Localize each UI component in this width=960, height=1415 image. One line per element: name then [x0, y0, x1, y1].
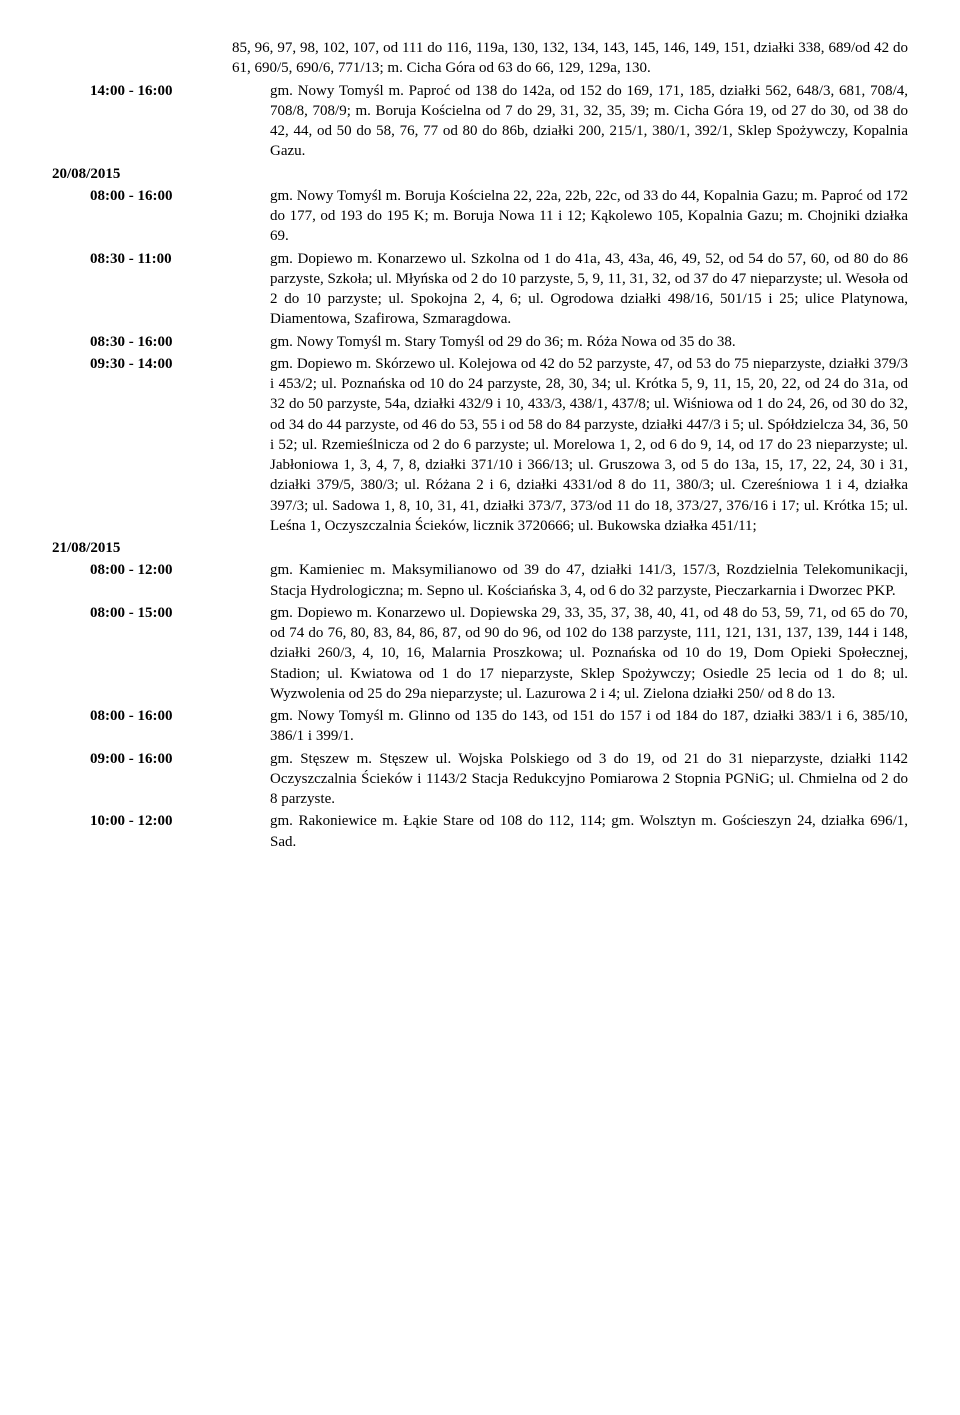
time-range: 09:30 - 14:00: [52, 354, 270, 374]
time-range: 14:00 - 16:00: [52, 81, 270, 101]
schedule-entry: 08:00 - 16:00gm. Nowy Tomyśl m. Boruja K…: [52, 186, 908, 247]
time-range: 08:00 - 16:00: [52, 706, 270, 726]
time-range: 08:00 - 15:00: [52, 603, 270, 623]
entry-text: gm. Stęszew m. Stęszew ul. Wojska Polski…: [270, 749, 908, 810]
schedule-document: 85, 96, 97, 98, 102, 107, od 111 do 116,…: [52, 38, 908, 852]
schedule-entry: 14:00 - 16:00gm. Nowy Tomyśl m. Paproć o…: [52, 81, 908, 162]
entry-text: gm. Dopiewo m. Konarzewo ul. Szkolna od …: [270, 249, 908, 330]
time-range: 08:00 - 16:00: [52, 186, 270, 206]
schedule-entry: 08:00 - 16:00gm. Nowy Tomyśl m. Glinno o…: [52, 706, 908, 747]
entry-text: gm. Nowy Tomyśl m. Stary Tomyśl od 29 do…: [270, 332, 908, 352]
entry-text: gm. Kamieniec m. Maksymilianowo od 39 do…: [270, 560, 908, 601]
entry-text: gm. Dopiewo m. Skórzewo ul. Kolejowa od …: [270, 354, 908, 536]
schedule-entry: 08:00 - 15:00gm. Dopiewo m. Konarzewo ul…: [52, 603, 908, 704]
schedule-entry: 08:30 - 11:00gm. Dopiewo m. Konarzewo ul…: [52, 249, 908, 330]
schedule-entry: 08:00 - 12:00gm. Kamieniec m. Maksymilia…: [52, 560, 908, 601]
date-heading: 20/08/2015: [52, 164, 908, 184]
entry-text: gm. Nowy Tomyśl m. Glinno od 135 do 143,…: [270, 706, 908, 747]
time-range: 08:30 - 16:00: [52, 332, 270, 352]
time-range: 08:00 - 12:00: [52, 560, 270, 580]
entry-text: gm. Dopiewo m. Konarzewo ul. Dopiewska 2…: [270, 603, 908, 704]
continuation-text: 85, 96, 97, 98, 102, 107, od 111 do 116,…: [232, 38, 908, 79]
time-range: 10:00 - 12:00: [52, 811, 270, 831]
time-range: 08:30 - 11:00: [52, 249, 270, 269]
time-range: 09:00 - 16:00: [52, 749, 270, 769]
entry-text: gm. Rakoniewice m. Łąkie Stare od 108 do…: [270, 811, 908, 852]
entry-text: gm. Nowy Tomyśl m. Paproć od 138 do 142a…: [270, 81, 908, 162]
entry-text: gm. Nowy Tomyśl m. Boruja Kościelna 22, …: [270, 186, 908, 247]
schedule-entry: 09:00 - 16:00gm. Stęszew m. Stęszew ul. …: [52, 749, 908, 810]
schedule-entry: 08:30 - 16:00gm. Nowy Tomyśl m. Stary To…: [52, 332, 908, 352]
schedule-entry: 10:00 - 12:00gm. Rakoniewice m. Łąkie St…: [52, 811, 908, 852]
schedule-entry: 09:30 - 14:00gm. Dopiewo m. Skórzewo ul.…: [52, 354, 908, 536]
date-heading: 21/08/2015: [52, 538, 908, 558]
